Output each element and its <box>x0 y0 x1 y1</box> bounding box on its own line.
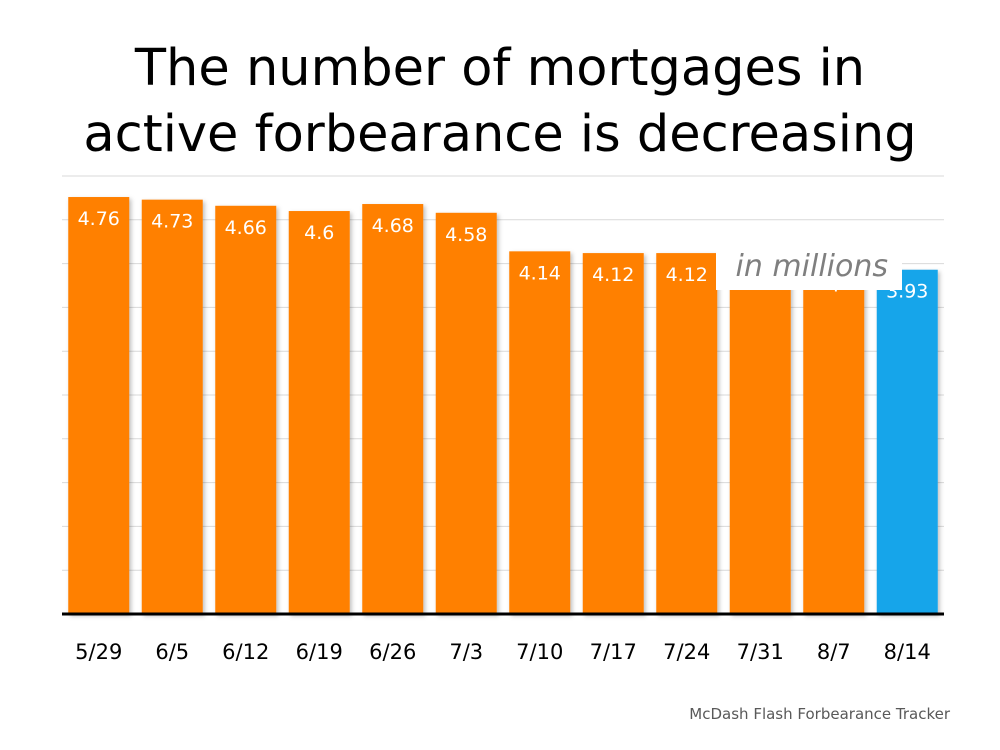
data-label: 4.14 <box>519 262 561 284</box>
bar-8-7 <box>803 263 865 614</box>
data-label: 4.73 <box>151 211 193 233</box>
x-tick-label: 8/7 <box>817 640 851 664</box>
bar-6-5 <box>141 199 203 615</box>
x-tick-label: 6/26 <box>369 640 416 664</box>
source-credit: McDash Flash Forbearance Tracker <box>689 705 950 723</box>
x-axis: 5/29 6/5 6/12 6/19 6/26 7/3 7/10 7/17 7/24 7/31 8/… <box>62 612 944 664</box>
x-tick-label: 8/14 <box>884 640 931 664</box>
data-label: 4.12 <box>666 264 708 286</box>
data-label: 4.58 <box>445 224 487 246</box>
data-label: 4.68 <box>372 215 414 237</box>
chart-title: The number of mortgages in active forbea… <box>0 36 1000 168</box>
bar-6-26 <box>362 204 424 615</box>
x-tick-label: 6/5 <box>155 640 189 664</box>
data-label: 4.6 <box>304 222 334 244</box>
x-tick-label: 7/31 <box>737 640 784 664</box>
x-tick-label: 7/17 <box>590 640 637 664</box>
bar-7-31 <box>729 254 791 614</box>
x-tick-label: 7/10 <box>516 640 563 664</box>
x-tick-label: 6/19 <box>296 640 343 664</box>
chart-title-line-1: The number of mortgages in <box>134 39 866 98</box>
chart-title-line-2: active forbearance is decreasing <box>83 105 917 164</box>
bar-6-12 <box>215 205 277 614</box>
bar-7-10 <box>509 251 571 614</box>
x-tick-label: 7/3 <box>449 640 483 664</box>
bars <box>68 197 938 615</box>
x-tick-label: 5/29 <box>75 640 122 664</box>
bar-6-19 <box>288 211 350 615</box>
data-label: 4.66 <box>225 217 267 239</box>
bar-8-14 <box>876 269 938 614</box>
bar-7-24 <box>656 253 718 614</box>
annotation-background <box>716 240 902 290</box>
bar-7-3 <box>435 212 497 615</box>
data-label: 4.76 <box>78 208 120 230</box>
bar-5-29 <box>68 197 130 615</box>
annotation: in millions <box>716 240 902 290</box>
x-tick-label: 7/24 <box>663 640 710 664</box>
bar-7-17 <box>582 253 644 614</box>
data-label: 4.12 <box>592 264 634 286</box>
x-tick-label: 6/12 <box>222 640 269 664</box>
units-annotation: in millions <box>736 249 888 284</box>
